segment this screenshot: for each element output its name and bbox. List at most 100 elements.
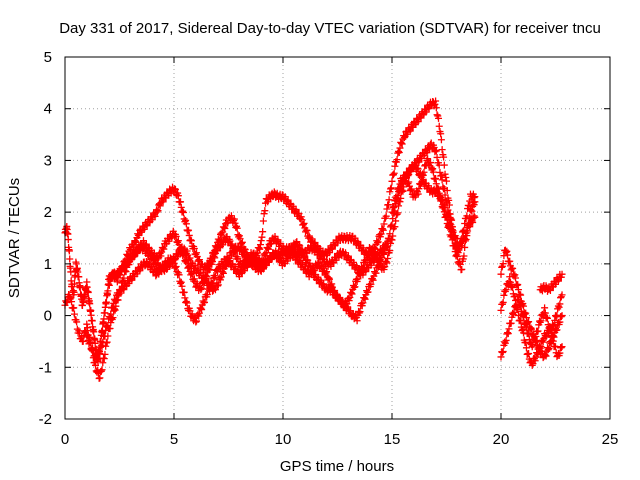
data-point (417, 179, 425, 187)
data-point (193, 280, 201, 288)
series-t9 (536, 270, 566, 295)
data-point (201, 298, 209, 306)
data-point (497, 353, 505, 361)
data-point (500, 291, 508, 299)
data-point (431, 148, 439, 156)
data-point (379, 226, 387, 234)
data-point (384, 201, 392, 209)
data-point (221, 225, 229, 233)
data-point (390, 203, 398, 211)
data-point (258, 233, 266, 241)
x-tick-label: 10 (275, 431, 292, 448)
data-point (541, 351, 549, 359)
data-point (75, 273, 83, 281)
data-point (354, 237, 362, 245)
data-point (296, 256, 304, 264)
data-point (102, 327, 110, 335)
data-point (84, 331, 92, 339)
data-point (361, 295, 369, 303)
data-point (517, 291, 525, 299)
data-point (504, 329, 512, 337)
data-point (386, 247, 394, 255)
data-point (103, 323, 111, 331)
data-point (151, 212, 159, 220)
data-point (197, 304, 205, 312)
data-point (398, 178, 406, 186)
data-point (470, 212, 478, 220)
data-point (435, 122, 443, 130)
data-point (393, 156, 401, 164)
data-point (537, 317, 545, 325)
data-point (393, 210, 401, 218)
data-point (413, 164, 421, 172)
data-point (139, 237, 147, 245)
data-point (395, 185, 403, 193)
data-point (432, 147, 440, 155)
data-point (395, 147, 403, 155)
data-point (190, 244, 198, 252)
data-point (453, 253, 461, 261)
data-point (220, 223, 228, 231)
data-point (231, 219, 239, 227)
data-point (214, 281, 222, 289)
data-point (440, 208, 448, 216)
data-point (550, 322, 558, 330)
data-point (389, 232, 397, 240)
data-point (499, 260, 507, 268)
data-point (198, 306, 206, 314)
data-point (505, 325, 513, 333)
data-point (83, 320, 91, 328)
data-point (433, 111, 441, 119)
data-point (514, 281, 522, 289)
data-point (210, 252, 218, 260)
data-point (399, 187, 407, 195)
data-point (348, 290, 356, 298)
data-point (76, 284, 84, 292)
data-point (414, 190, 422, 198)
data-point (435, 185, 443, 193)
data-point (514, 286, 522, 294)
data-point (86, 300, 94, 308)
data-point (227, 251, 235, 259)
data-point (345, 297, 353, 305)
data-point (551, 316, 559, 324)
data-point (156, 202, 164, 210)
data-point (318, 251, 326, 259)
data-point (435, 114, 443, 122)
data-point (433, 153, 441, 161)
data-point (512, 274, 520, 282)
data-point (506, 257, 514, 265)
data-point (517, 317, 525, 325)
data-point (373, 239, 381, 247)
data-point (230, 215, 238, 223)
y-tick-label: -1 (39, 359, 52, 376)
data-point (322, 269, 330, 277)
data-point (187, 237, 195, 245)
data-point (519, 325, 527, 333)
data-point (514, 306, 522, 314)
data-point (83, 332, 91, 340)
data-point (534, 327, 542, 335)
data-point (511, 292, 519, 300)
data-point (395, 149, 403, 157)
data-point (362, 268, 370, 276)
data-point (437, 172, 445, 180)
data-point (552, 313, 560, 321)
data-point (468, 207, 476, 215)
x-tick-label: 20 (493, 431, 510, 448)
data-point (531, 357, 539, 365)
data-point (516, 316, 524, 324)
data-point (292, 206, 300, 214)
data-point (84, 289, 92, 297)
data-point (174, 192, 182, 200)
data-point (259, 217, 267, 225)
data-point (209, 258, 217, 266)
data-point (464, 223, 472, 231)
data-point (100, 355, 108, 363)
data-point (180, 288, 188, 296)
data-point (187, 236, 195, 244)
data-point (512, 296, 520, 304)
data-point (507, 319, 515, 327)
data-point (219, 268, 227, 276)
data-point (158, 243, 166, 251)
